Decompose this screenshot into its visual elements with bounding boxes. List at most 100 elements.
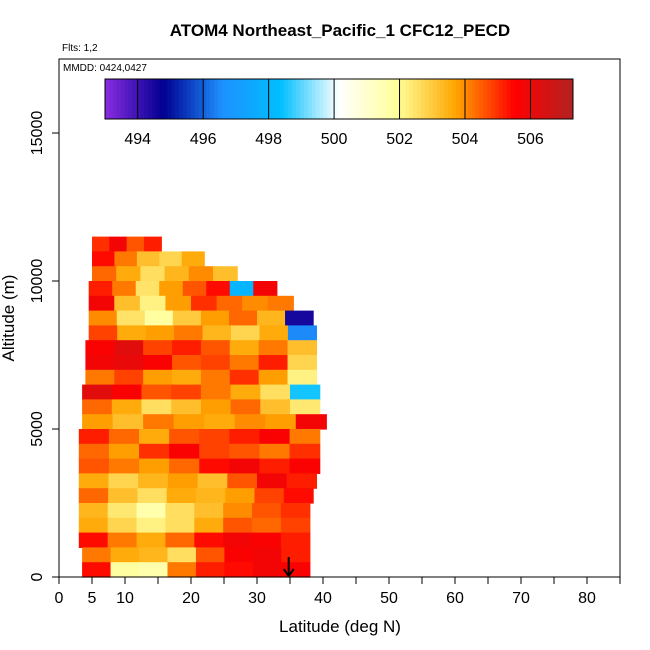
heatmap-cell	[195, 547, 226, 563]
heatmap-cell	[287, 355, 317, 371]
heatmap-cell	[172, 355, 202, 371]
heatmap-cell	[136, 517, 167, 534]
colorbar-swatch	[311, 79, 317, 119]
colorbar-swatch	[553, 79, 558, 119]
heatmap-cell	[78, 443, 110, 460]
heatmap-cell	[242, 295, 269, 312]
colorbar-swatch	[151, 79, 157, 119]
y-axis: 0 5000 10000 15000	[29, 111, 59, 581]
colorbar-swatch	[541, 79, 547, 119]
colorbar-swatch	[280, 79, 285, 119]
heatmap-cell	[172, 340, 202, 356]
heatmap-cell	[194, 517, 224, 534]
heatmap-cell	[252, 532, 282, 548]
colorbar-tick-label: 498	[255, 131, 282, 148]
heatmap-cell	[92, 266, 117, 282]
colorbar-tick-label: 494	[124, 131, 151, 148]
y-tick-label: 5000	[29, 411, 46, 447]
heatmap-cell	[228, 310, 258, 326]
heatmap-cell	[167, 547, 197, 563]
heatmap-cell	[139, 458, 170, 474]
colorbar-swatch	[268, 79, 274, 119]
heatmap-cell	[174, 325, 204, 341]
colorbar-swatch	[502, 79, 508, 119]
colorbar-swatch	[436, 79, 441, 119]
heatmap-cell	[181, 251, 205, 267]
colorbar-swatch	[253, 79, 258, 119]
colorbar-swatch	[167, 79, 172, 119]
colorbar-swatch	[116, 79, 122, 119]
heatmap-cell	[224, 547, 254, 563]
colorbar-swatch	[491, 79, 496, 119]
heatmap-cell	[139, 562, 169, 578]
colorbar-swatch	[545, 79, 551, 119]
heatmap-cell	[252, 503, 282, 519]
colorbar-swatch	[389, 79, 395, 119]
colorbar-swatch	[374, 79, 379, 119]
colorbar-swatch	[401, 79, 406, 119]
colorbar-swatch	[292, 79, 297, 119]
heatmap-cell	[225, 488, 256, 504]
colorbar-swatch	[319, 79, 324, 119]
heatmap-cell	[143, 340, 173, 356]
heatmap-cell	[165, 532, 195, 548]
heatmap-cell	[199, 458, 230, 474]
heatmap-cell	[289, 458, 321, 474]
heatmap-cell	[259, 458, 291, 474]
heatmap-cell	[114, 369, 144, 386]
heatmap-cell	[280, 503, 311, 519]
heatmap-cell	[140, 266, 166, 282]
colorbar-swatch	[202, 79, 207, 119]
colorbar-swatch	[206, 79, 211, 119]
colorbar-swatch	[128, 79, 133, 119]
heatmap-cell	[229, 281, 254, 297]
heatmap-cell	[78, 429, 110, 445]
colorbar-swatch	[186, 79, 192, 119]
heatmap-cell	[287, 325, 317, 341]
heatmap-cell	[224, 562, 254, 578]
colorbar-swatch	[506, 79, 512, 119]
heatmap-cell	[82, 562, 112, 578]
heatmap-cell	[85, 340, 115, 356]
colorbar-frame	[104, 78, 574, 120]
colorbar-swatch	[245, 79, 250, 119]
colorbar-swatch	[120, 79, 125, 119]
heatmap-cell	[229, 355, 260, 371]
heatmap-cell	[78, 503, 109, 519]
heatmap-cell	[92, 236, 110, 252]
colorbar-swatch	[249, 79, 254, 119]
x-tick-label: 70	[512, 590, 530, 607]
heatmap-cell	[200, 399, 232, 415]
colorbar-swatch	[159, 79, 164, 119]
heatmap-cell	[260, 399, 291, 415]
heatmap-cell	[78, 458, 110, 474]
heatmap-cell	[258, 340, 289, 356]
colorbar-tick-label: 496	[190, 131, 217, 148]
colorbar-swatch	[350, 79, 356, 119]
colorbar-swatch	[229, 79, 235, 119]
heatmap-cell	[165, 517, 195, 534]
heatmap-cell	[223, 503, 253, 519]
colorbar-swatch	[378, 79, 383, 119]
colorbar-swatch	[276, 79, 281, 119]
heatmap-cell	[143, 355, 173, 371]
colorbar-swatch	[424, 79, 430, 119]
colorbar-swatch	[534, 79, 539, 119]
heatmap-cell	[259, 429, 291, 445]
heatmap-cell	[200, 369, 231, 386]
flights-label: Flts: 1,2	[62, 43, 98, 54]
colorbar-swatch	[147, 79, 153, 119]
heatmap-cell	[88, 281, 113, 297]
heatmap-cell	[200, 384, 232, 400]
heatmap-cell	[202, 325, 232, 341]
heatmap-cell	[223, 517, 253, 534]
colorbar-swatch	[381, 79, 387, 119]
heatmap-cell	[88, 310, 118, 326]
heatmap-cell	[287, 369, 317, 386]
heatmap-cell	[290, 399, 321, 415]
colorbar-tick-label: 500	[321, 131, 348, 148]
heatmap-cell	[139, 443, 170, 460]
heatmap-cell	[159, 281, 184, 297]
colorbar-swatch	[448, 79, 453, 119]
colorbar-swatch	[335, 79, 340, 119]
